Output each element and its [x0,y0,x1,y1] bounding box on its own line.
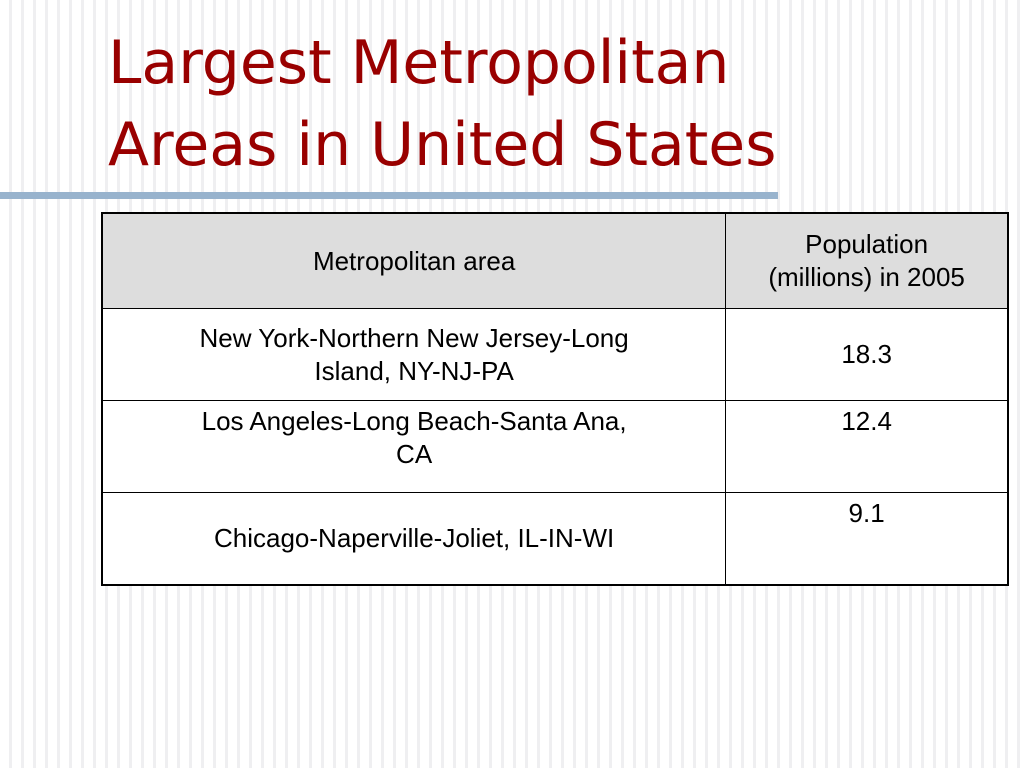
area-name-line-2: Island, NY-NJ-PA [314,355,514,386]
table-header-row: Metropolitan area Population (millions) i… [101,212,1009,309]
slide-title-line-1: Largest Metropolitan [108,28,730,98]
table-row: New York-Northern New Jersey-Long Island,… [101,308,1009,401]
metro-population-table: Metropolitan area Population (millions) i… [101,212,1009,586]
slide-title: Largest Metropolitan Areas in United Stat… [108,22,988,186]
title-divider [0,192,778,199]
column-header-population: Population (millions) in 2005 [725,212,1009,309]
table-row: Los Angeles-Long Beach-Santa Ana, CA 12.4 [101,400,1009,493]
area-name-line-1: Los Angeles-Long Beach-Santa Ana, [201,406,627,436]
population-value: 9.1 [848,498,885,528]
table-row: Chicago-Naperville-Joliet, IL-IN-WI 9.1 [101,492,1009,586]
cell-population: 9.1 [725,492,1009,586]
column-header-metropolitan-area: Metropolitan area [101,212,727,309]
cell-metropolitan-area: Chicago-Naperville-Joliet, IL-IN-WI [101,492,727,586]
population-value: 18.3 [841,339,892,369]
column-header-population-line-2: (millions) in 2005 [768,262,965,292]
cell-population: 18.3 [725,308,1009,401]
slide-title-line-2: Areas in United States [108,110,777,180]
cell-metropolitan-area: New York-Northern New Jersey-Long Island,… [101,308,727,401]
cell-metropolitan-area: Los Angeles-Long Beach-Santa Ana, CA [101,400,727,493]
population-value: 12.4 [841,406,892,436]
column-header-metropolitan-area-label: Metropolitan area [312,245,516,276]
area-name-line-2: CA [396,439,433,469]
area-name-line-1: Chicago-Naperville-Joliet, IL-IN-WI [214,523,615,553]
cell-population: 12.4 [725,400,1009,493]
column-header-population-line-1: Population [805,229,929,259]
area-name-line-1: New York-Northern New Jersey-Long [199,322,629,353]
